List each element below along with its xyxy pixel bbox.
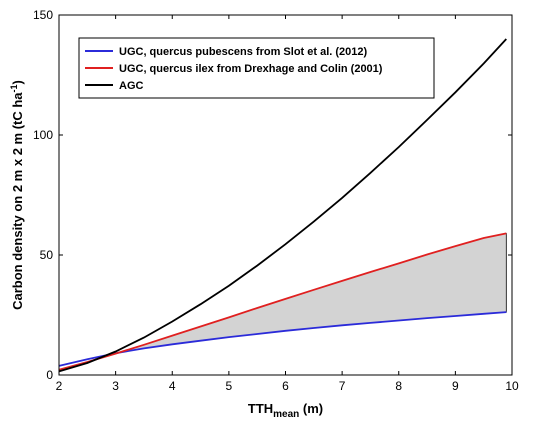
x-tick-label: 8 [395,379,402,393]
x-tick-label: 2 [56,379,63,393]
y-axis-label: Carbon density on 2 m x 2 m (tC ha-1) [9,80,25,310]
y-tick-label: 150 [33,8,53,22]
y-tick-label: 50 [40,248,54,262]
legend-label-1: UGC, quercus pubescens from Slot et al. … [119,46,368,58]
legend: UGC, quercus pubescens from Slot et al. … [79,38,434,98]
x-tick-label: 6 [282,379,289,393]
x-tick-label: 5 [226,379,233,393]
legend-label-2: UGC, quercus ilex from Drexhage and Coli… [119,63,383,75]
x-tick-label: 10 [505,379,519,393]
x-tick-label: 4 [169,379,176,393]
y-tick-label: 100 [33,128,53,142]
legend-label-3: AGC [119,80,144,92]
x-tick-label: 3 [112,379,119,393]
y-tick-label: 0 [46,368,53,382]
x-tick-label: 7 [339,379,346,393]
x-tick-label: 9 [452,379,459,393]
